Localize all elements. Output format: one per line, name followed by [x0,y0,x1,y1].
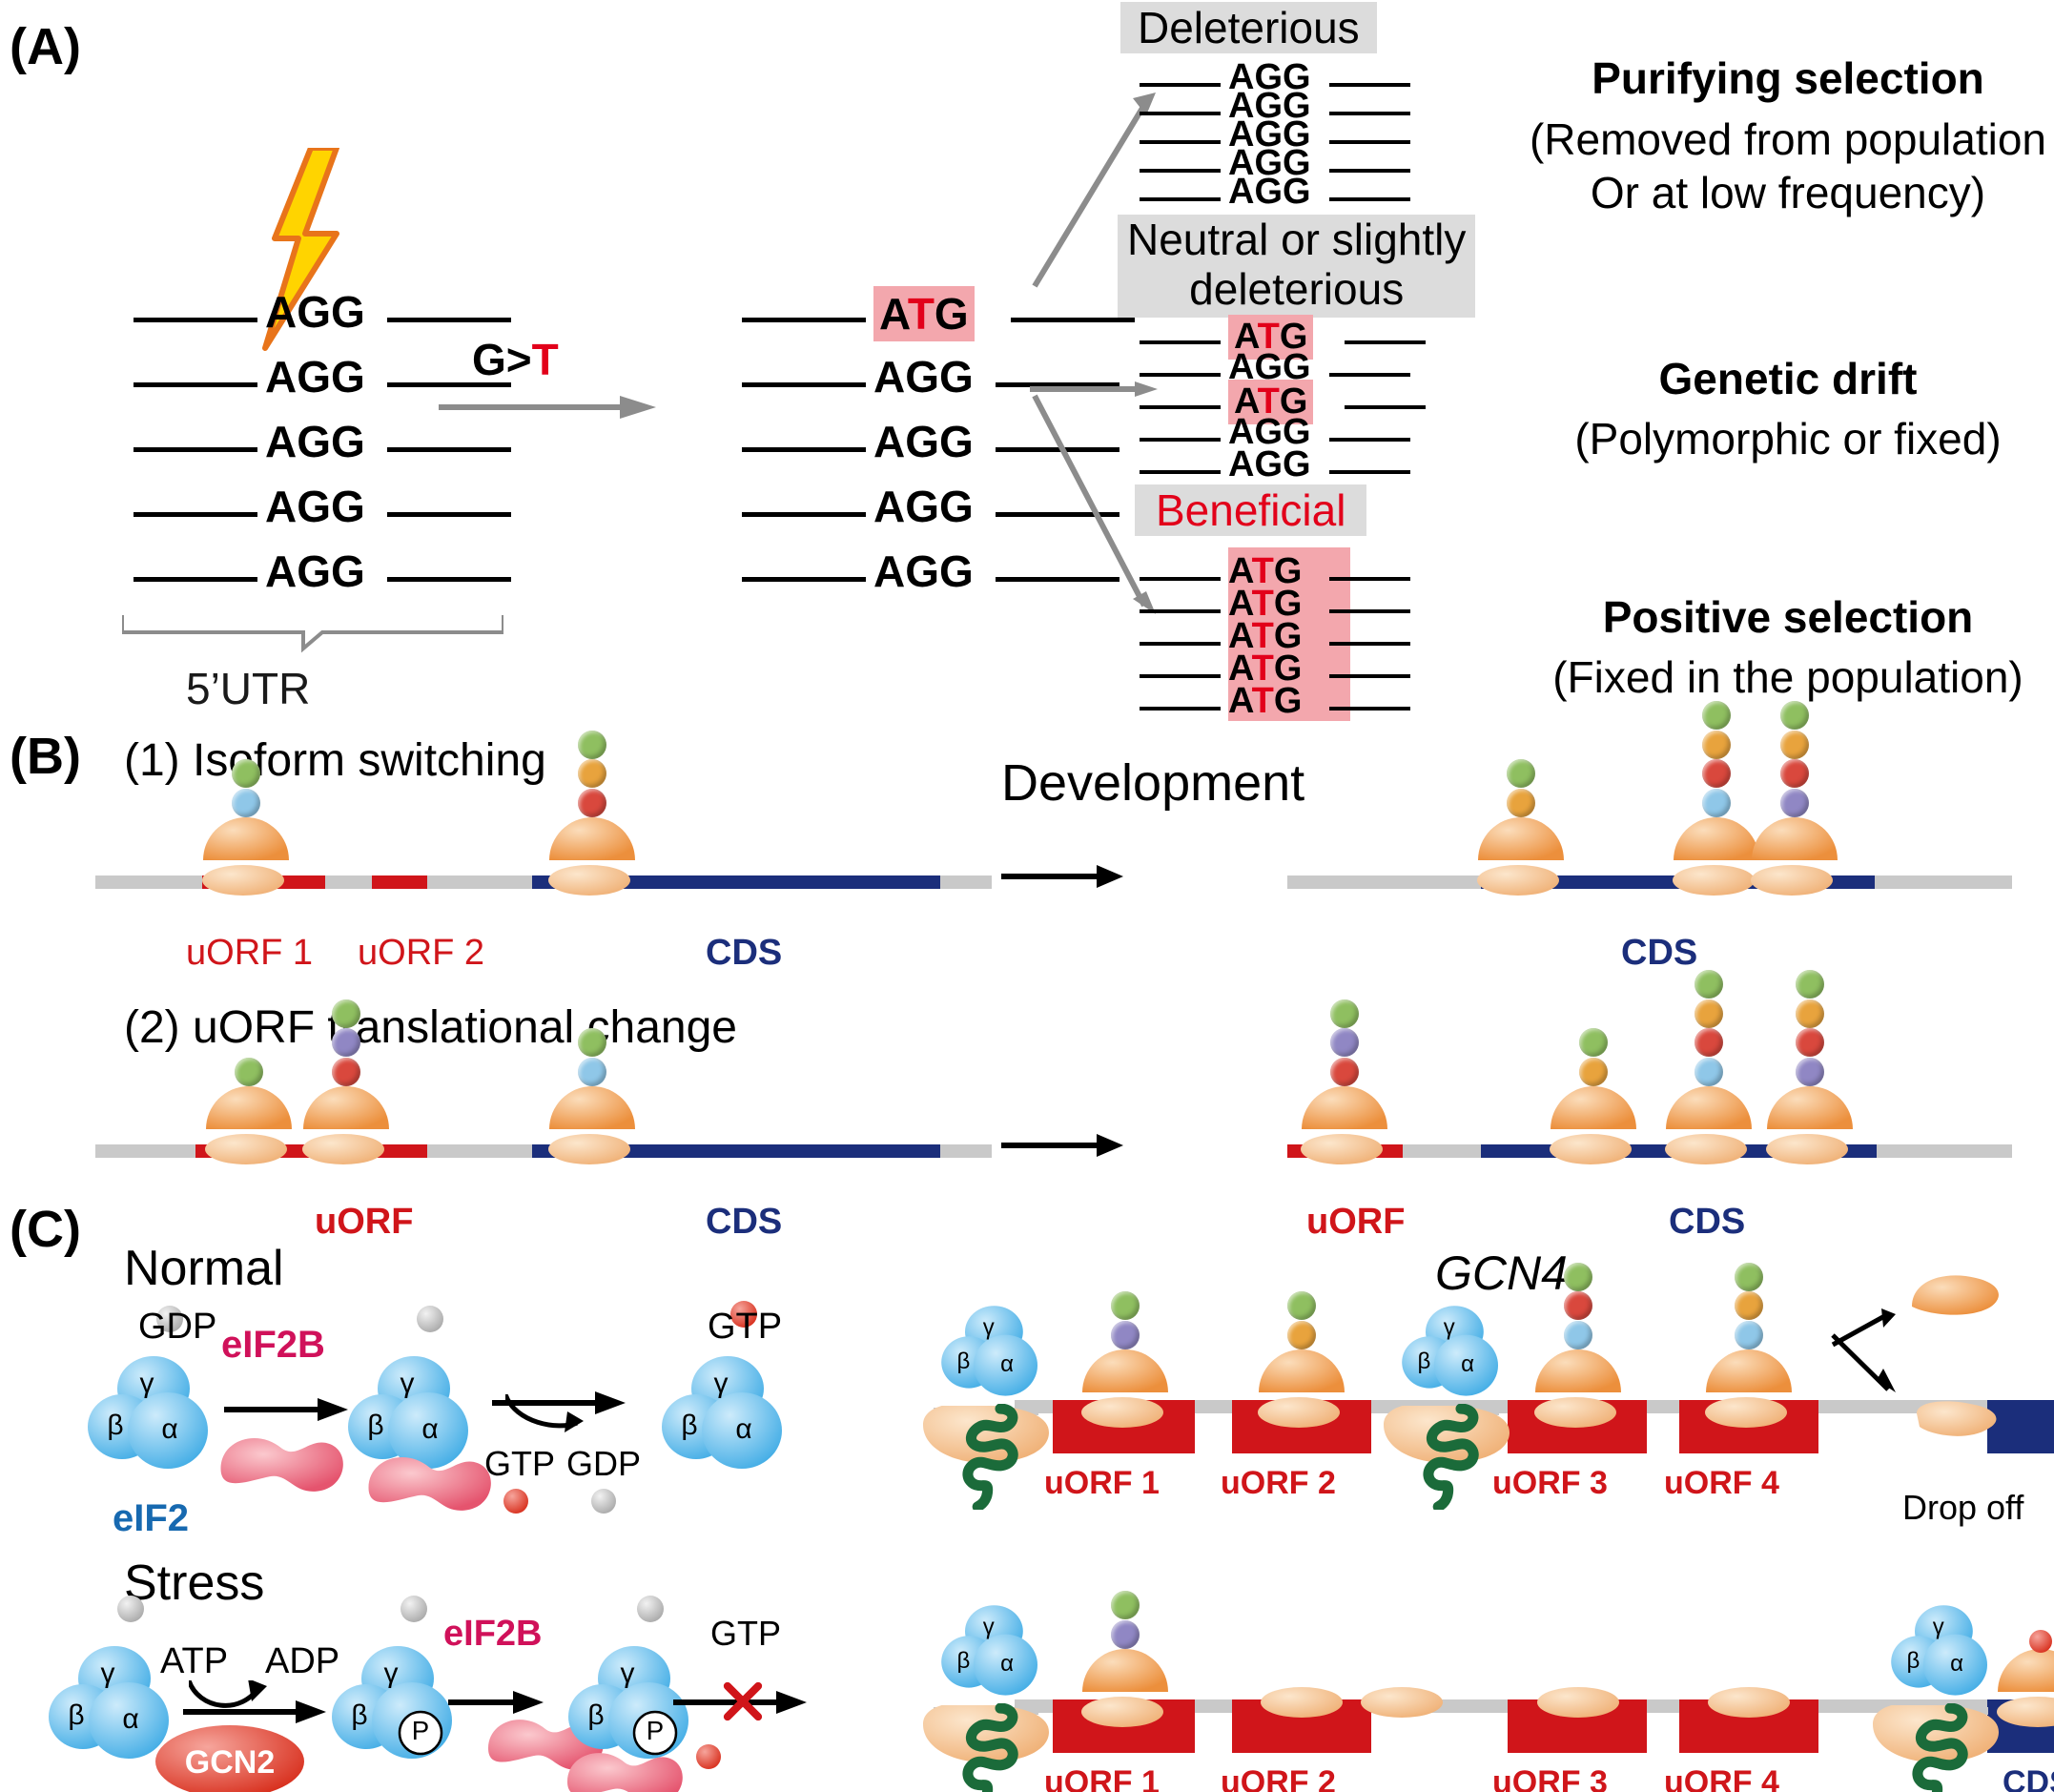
svg-text:γ: γ [1933,1615,1944,1640]
svg-text:α: α [161,1413,177,1445]
svg-text:β: β [68,1699,84,1731]
svg-text:γ: γ [401,1368,415,1399]
svg-text:β: β [587,1699,604,1731]
svg-text:γ: γ [714,1368,729,1399]
svg-text:α: α [1950,1651,1963,1677]
svg-text:γ: γ [1444,1315,1455,1341]
svg-text:γ: γ [983,1315,995,1341]
svg-text:α: α [1000,1651,1014,1677]
svg-text:β: β [956,1648,970,1674]
svg-text:P: P [412,1716,429,1745]
svg-text:β: β [367,1410,383,1441]
svg-text:GCN2: GCN2 [185,1744,275,1781]
svg-text:α: α [421,1413,438,1445]
svg-text:α: α [1000,1351,1014,1377]
svg-text:γ: γ [101,1658,115,1689]
svg-text:β: β [351,1699,367,1731]
svg-text:β: β [956,1349,970,1374]
svg-text:γ: γ [621,1658,635,1689]
svg-text:β: β [107,1410,123,1441]
svg-text:γ: γ [983,1615,995,1640]
svg-text:α: α [122,1703,138,1735]
svg-text:β: β [1417,1349,1430,1374]
svg-text:γ: γ [384,1658,399,1689]
svg-text:β: β [681,1410,697,1441]
svg-text:γ: γ [140,1368,154,1399]
svg-text:β: β [1906,1648,1920,1674]
svg-text:α: α [735,1413,751,1445]
svg-text:α: α [1461,1351,1474,1377]
